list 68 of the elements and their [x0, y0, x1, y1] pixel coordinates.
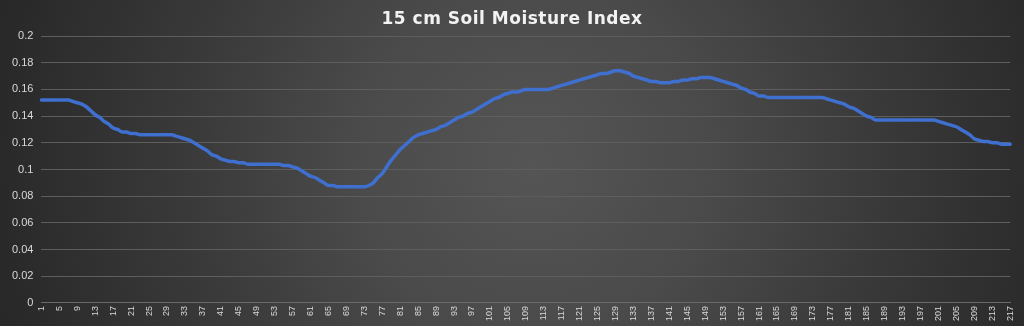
- x-tick-label: 125: [592, 305, 603, 322]
- x-tick-label: 17: [107, 305, 118, 316]
- x-tick-label: 41: [215, 305, 226, 316]
- x-tick-label: 205: [950, 305, 961, 322]
- x-tick-label: 197: [914, 305, 925, 322]
- x-tick-label: 21: [125, 305, 136, 316]
- x-tick-label: 157: [735, 305, 746, 322]
- x-tick-label: 173: [807, 305, 818, 322]
- x-tick-label: 5: [53, 305, 64, 311]
- x-tick-label: 129: [609, 305, 620, 322]
- x-tick-label: 105: [502, 305, 513, 322]
- y-tick-label: 0.06: [11, 215, 34, 228]
- x-tick-label: 113: [538, 305, 549, 321]
- y-tick-label: 0.2: [18, 29, 34, 42]
- x-tick-label: 213: [986, 305, 997, 322]
- x-tick-label: 49: [251, 305, 262, 316]
- x-tick-label: 149: [699, 305, 710, 322]
- x-tick-label: 217: [1004, 305, 1015, 322]
- x-tick-label: 117: [556, 305, 567, 321]
- x-tick-label: 1: [35, 305, 46, 311]
- x-tick-label: 85: [412, 305, 423, 316]
- y-tick-label: 0.12: [11, 135, 34, 148]
- x-tick-label: 145: [681, 305, 692, 322]
- x-tick-label: 209: [968, 305, 979, 322]
- x-tick-label: 57: [287, 305, 298, 316]
- x-tick-label: 101: [484, 305, 495, 322]
- y-tick-label: 0.02: [11, 269, 34, 282]
- x-tick-label: 185: [861, 305, 872, 322]
- x-tick-label: 193: [897, 305, 908, 322]
- x-tick-label: 9: [71, 305, 82, 311]
- x-tick-label: 77: [376, 305, 387, 316]
- x-tick-label: 45: [233, 305, 244, 316]
- x-tick-label: 81: [394, 305, 405, 316]
- x-tick-label: 97: [466, 305, 477, 316]
- x-tick-label: 33: [179, 305, 190, 316]
- x-tick-label: 73: [358, 305, 369, 316]
- y-tick-label: 0.1: [18, 162, 34, 175]
- x-tick-label: 93: [448, 305, 459, 316]
- x-tick-label: 29: [161, 305, 172, 316]
- x-tick-label: 69: [340, 305, 351, 316]
- x-tick-label: 141: [663, 305, 674, 322]
- y-tick-label: 0: [27, 296, 34, 309]
- y-tick-label: 0.18: [11, 55, 34, 68]
- x-tick-label: 13: [89, 305, 100, 316]
- y-tick-label: 0.04: [11, 242, 34, 255]
- x-tick-label: 201: [932, 305, 943, 322]
- x-tick-label: 181: [843, 305, 854, 322]
- x-tick-label: 177: [825, 305, 836, 322]
- x-tick-label: 109: [520, 305, 531, 322]
- x-tick-label: 189: [879, 305, 890, 322]
- x-tick-label: 37: [197, 305, 208, 316]
- y-tick-label: 0.14: [11, 109, 34, 122]
- x-tick-label: 133: [627, 305, 638, 322]
- x-tick-label: 121: [574, 305, 585, 322]
- chart-title: 15 cm Soil Moisture Index: [380, 8, 644, 28]
- x-tick-label: 137: [645, 305, 656, 322]
- x-tick-label: 161: [753, 305, 764, 322]
- x-tick-label: 65: [322, 305, 333, 316]
- x-tick-label: 153: [717, 305, 728, 322]
- y-tick-label: 0.16: [11, 82, 34, 95]
- x-tick-label: 53: [269, 305, 280, 316]
- x-tick-label: 25: [143, 305, 154, 316]
- x-tick-label: 165: [771, 305, 782, 322]
- x-tick-label: 89: [430, 305, 441, 316]
- x-tick-label: 169: [789, 305, 800, 322]
- x-tick-label: 61: [305, 305, 315, 316]
- y-tick-label: 0.08: [11, 189, 34, 202]
- line-series: [39, 68, 1012, 189]
